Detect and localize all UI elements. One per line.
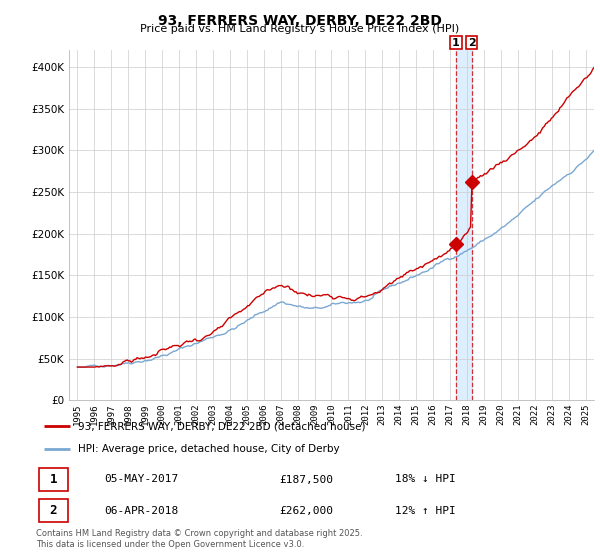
- Text: 1: 1: [50, 473, 57, 486]
- Bar: [38, 499, 68, 522]
- Text: 93, FERRERS WAY, DERBY, DE22 2BD: 93, FERRERS WAY, DERBY, DE22 2BD: [158, 14, 442, 28]
- Bar: [456, 50, 472, 400]
- Text: 2: 2: [467, 38, 475, 48]
- Text: 06-APR-2018: 06-APR-2018: [104, 506, 179, 516]
- Text: £262,000: £262,000: [279, 506, 333, 516]
- Text: Price paid vs. HM Land Registry’s House Price Index (HPI): Price paid vs. HM Land Registry’s House …: [140, 24, 460, 34]
- Text: HPI: Average price, detached house, City of Derby: HPI: Average price, detached house, City…: [78, 444, 340, 454]
- Text: 18% ↓ HPI: 18% ↓ HPI: [395, 474, 456, 484]
- Text: 12% ↑ HPI: 12% ↑ HPI: [395, 506, 456, 516]
- Bar: [38, 468, 68, 491]
- Text: 05-MAY-2017: 05-MAY-2017: [104, 474, 179, 484]
- Text: 1: 1: [452, 38, 460, 48]
- Text: 2: 2: [50, 504, 57, 517]
- Text: 93, FERRERS WAY, DERBY, DE22 2BD (detached house): 93, FERRERS WAY, DERBY, DE22 2BD (detach…: [78, 421, 366, 431]
- Text: £187,500: £187,500: [279, 474, 333, 484]
- Text: Contains HM Land Registry data © Crown copyright and database right 2025.
This d: Contains HM Land Registry data © Crown c…: [36, 529, 362, 549]
